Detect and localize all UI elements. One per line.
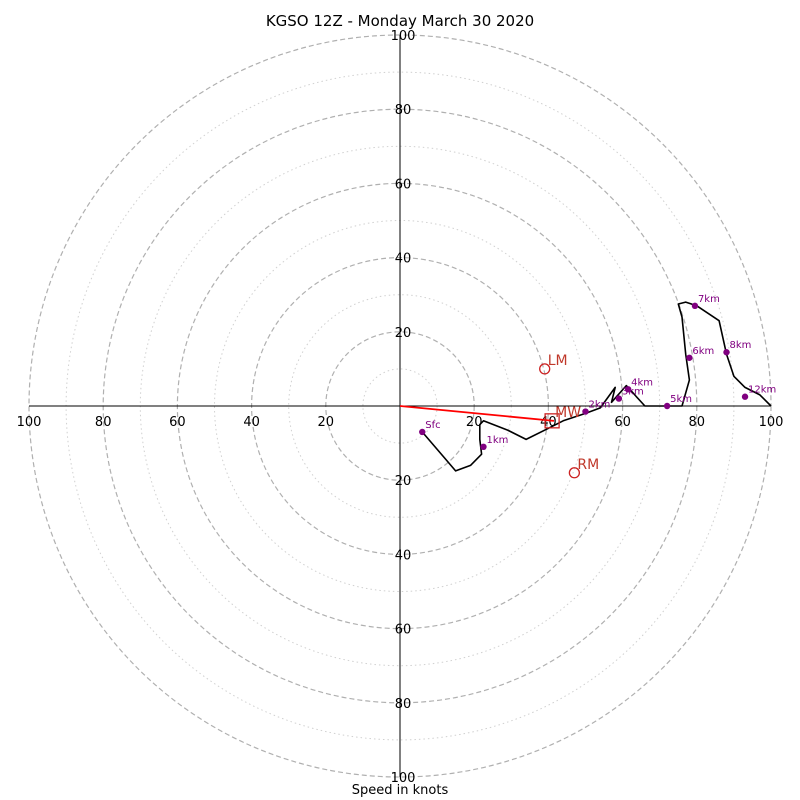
x-tick-label: 40 bbox=[243, 415, 260, 430]
chart-title: KGSO 12Z - Monday March 30 2020 bbox=[265, 12, 535, 30]
x-tick-label: 80 bbox=[95, 415, 112, 430]
x-tick-label: 20 bbox=[466, 415, 483, 430]
x-tick-label: 80 bbox=[689, 415, 706, 430]
height-marker-label: 5km bbox=[670, 394, 692, 405]
tick-labels: 100 80 60 40 20 20 40 60 80 100100806040202040608… bbox=[17, 29, 784, 786]
height-marker-point bbox=[419, 428, 426, 436]
storm-motion-label: MW bbox=[555, 405, 581, 421]
y-tick-label: 20 bbox=[395, 474, 412, 489]
x-tick-label: 60 bbox=[169, 415, 186, 430]
height-marker-point bbox=[723, 349, 730, 356]
storm-motion-circle bbox=[539, 363, 551, 375]
storm-motion-markers: LM MW RM bbox=[539, 353, 599, 479]
y-tick-label: 80 bbox=[395, 697, 412, 712]
x-axis-label: Speed in knots bbox=[351, 783, 449, 798]
storm-motion-label: LM bbox=[548, 353, 568, 369]
y-tick-label: 60 bbox=[395, 623, 412, 638]
height-marker-label: 2km bbox=[589, 400, 611, 411]
x-tick-label: 20 bbox=[318, 415, 335, 430]
height-marker-label: 8km bbox=[729, 340, 751, 351]
height-marker-label: 12km bbox=[748, 385, 776, 396]
height-marker-point bbox=[582, 408, 589, 415]
shear-vector-line bbox=[399, 405, 555, 422]
hodograph-trace bbox=[421, 301, 772, 472]
height-marker-point bbox=[480, 443, 487, 451]
x-tick-label: 60 bbox=[614, 415, 631, 430]
height-marker-point bbox=[615, 395, 623, 402]
height-marker-point bbox=[663, 402, 671, 410]
height-marker-label: Sfc bbox=[425, 420, 440, 431]
y-tick-label: 100 bbox=[391, 29, 416, 44]
height-marker-point bbox=[624, 386, 632, 393]
y-tick-label: 40 bbox=[395, 548, 412, 563]
y-tick-label: 100 bbox=[391, 771, 416, 786]
storm-motion-circle bbox=[568, 467, 581, 479]
x-tick-label: 100 bbox=[759, 415, 784, 430]
y-tick-label: 80 bbox=[395, 103, 412, 118]
y-tick-label: 20 bbox=[395, 326, 412, 341]
y-tick-label: 60 bbox=[395, 177, 412, 192]
height-marker-point bbox=[691, 302, 699, 310]
height-marker-label: 4km bbox=[631, 377, 653, 388]
height-marker-label: 6km bbox=[692, 346, 714, 357]
hodograph-series bbox=[399, 301, 772, 472]
height-marker-label: 3km bbox=[622, 387, 644, 398]
storm-motion-square bbox=[544, 413, 560, 429]
height-marker-label: 1km bbox=[486, 435, 508, 446]
storm-motion-label: RM bbox=[577, 457, 599, 473]
x-tick-label: 100 bbox=[17, 415, 42, 430]
height-marker-point bbox=[741, 393, 749, 400]
height-marker-label: 7km bbox=[698, 294, 720, 305]
height-marker-point bbox=[686, 354, 693, 361]
y-tick-label: 40 bbox=[395, 252, 412, 267]
